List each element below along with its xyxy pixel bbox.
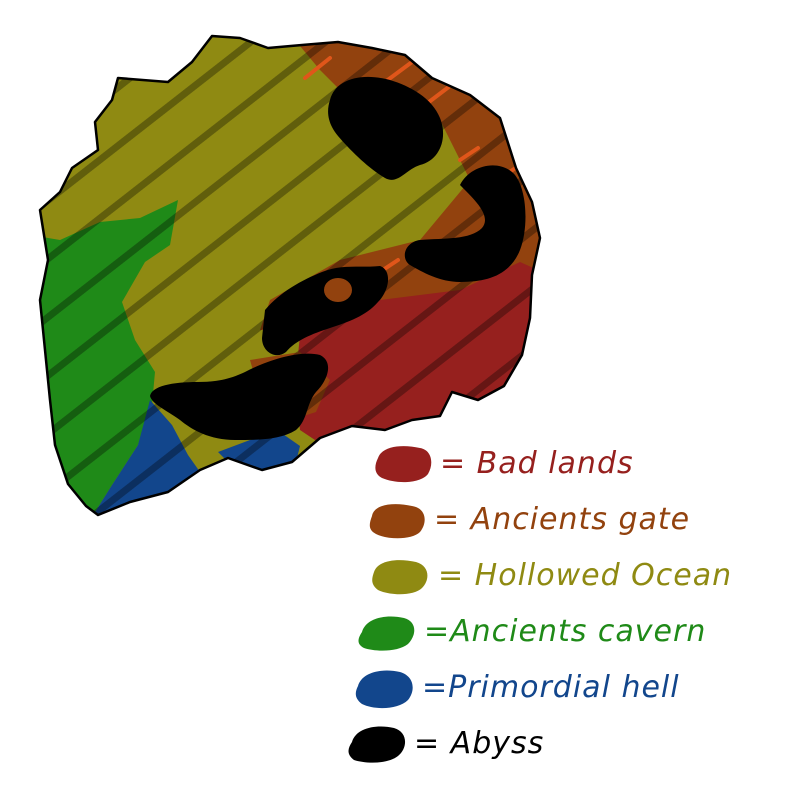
legend-item-bad-lands: = Bad lands xyxy=(372,435,634,491)
region-ancients-gate-islet xyxy=(324,278,352,302)
region-abyss xyxy=(150,76,526,440)
legend-swatch-hollowed-ocean xyxy=(372,560,428,595)
legend: = Bad lands = Ancients gate = Hollowed O… xyxy=(340,435,790,765)
legend-label-ancients-gate: = Ancients gate xyxy=(434,501,691,537)
legend-label-hollowed-ocean: = Hollowed Ocean xyxy=(438,557,733,593)
legend-swatch-ancients-cavern xyxy=(358,616,415,651)
legend-label-abyss: = Abyss xyxy=(414,725,545,761)
legend-swatch-abyss xyxy=(348,726,406,763)
legend-swatch-ancients-gate xyxy=(369,504,425,539)
legend-item-abyss: = Abyss xyxy=(346,715,544,771)
legend-item-hollowed-ocean: = Hollowed Ocean xyxy=(370,547,732,603)
legend-item-primordial-hell: =Primordial hell xyxy=(354,659,680,715)
map-outline xyxy=(38,34,542,517)
legend-item-ancients-cavern: =Ancients cavern xyxy=(356,603,706,659)
legend-swatch-primordial-hell xyxy=(355,670,413,709)
legend-label-ancients-cavern: =Ancients cavern xyxy=(424,613,707,649)
legend-label-bad-lands: = Bad lands xyxy=(440,445,634,481)
legend-label-primordial-hell: =Primordial hell xyxy=(422,669,680,705)
legend-swatch-bad-lands xyxy=(375,446,432,483)
legend-item-ancients-gate: = Ancients gate xyxy=(366,491,690,547)
